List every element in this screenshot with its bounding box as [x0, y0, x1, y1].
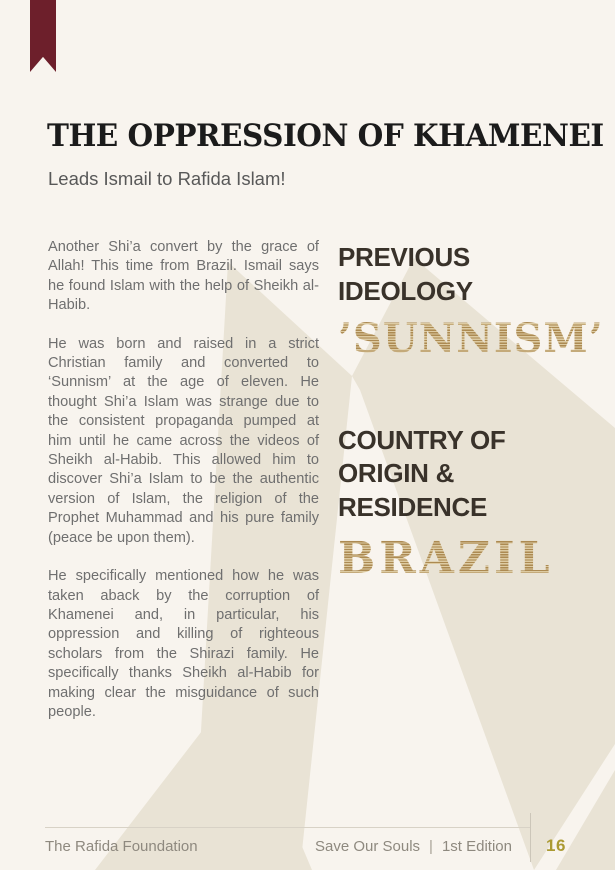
page-title: THE OPPRESSION OF KHAMENEI: [47, 118, 604, 154]
previous-ideology-label: PREVIOUS IDEOLOGY: [338, 242, 473, 306]
bookmark-ribbon-icon: [30, 0, 56, 72]
body-paragraph: He specifically mentioned how he was tak…: [48, 568, 319, 720]
footer-organization: The Rafida Foundation: [45, 838, 198, 855]
body-paragraph: He was born and raised in a strict Chris…: [48, 335, 319, 546]
country-value: BRAZIL: [338, 532, 554, 584]
info-column: PREVIOUS IDEOLOGY ’SUNNISM’ COUNTRY OF O…: [338, 241, 603, 584]
footer-motto: Save Our Souls: [314, 838, 421, 855]
footer-edition-info: Save Our Souls | 1st Edition: [315, 838, 512, 855]
body-text-column: Another Shi’a convert by the grace of Al…: [48, 238, 319, 741]
footer-horizontal-rule: [45, 827, 530, 828]
footer-separator: |: [429, 838, 433, 855]
footer-edition: 1st Edition: [441, 838, 512, 855]
page-number: 16: [546, 836, 566, 855]
info-spacer: [338, 362, 573, 424]
footer-vertical-divider: [530, 813, 531, 862]
previous-ideology-value: ’SUNNISM’: [338, 314, 604, 362]
body-paragraph: Another Shi’a convert by the grace of Al…: [48, 239, 319, 314]
country-label: COUNTRY OF ORIGIN & RESIDENCE: [338, 424, 506, 523]
page-subtitle: Leads Ismail to Rafida Islam!: [48, 168, 286, 189]
